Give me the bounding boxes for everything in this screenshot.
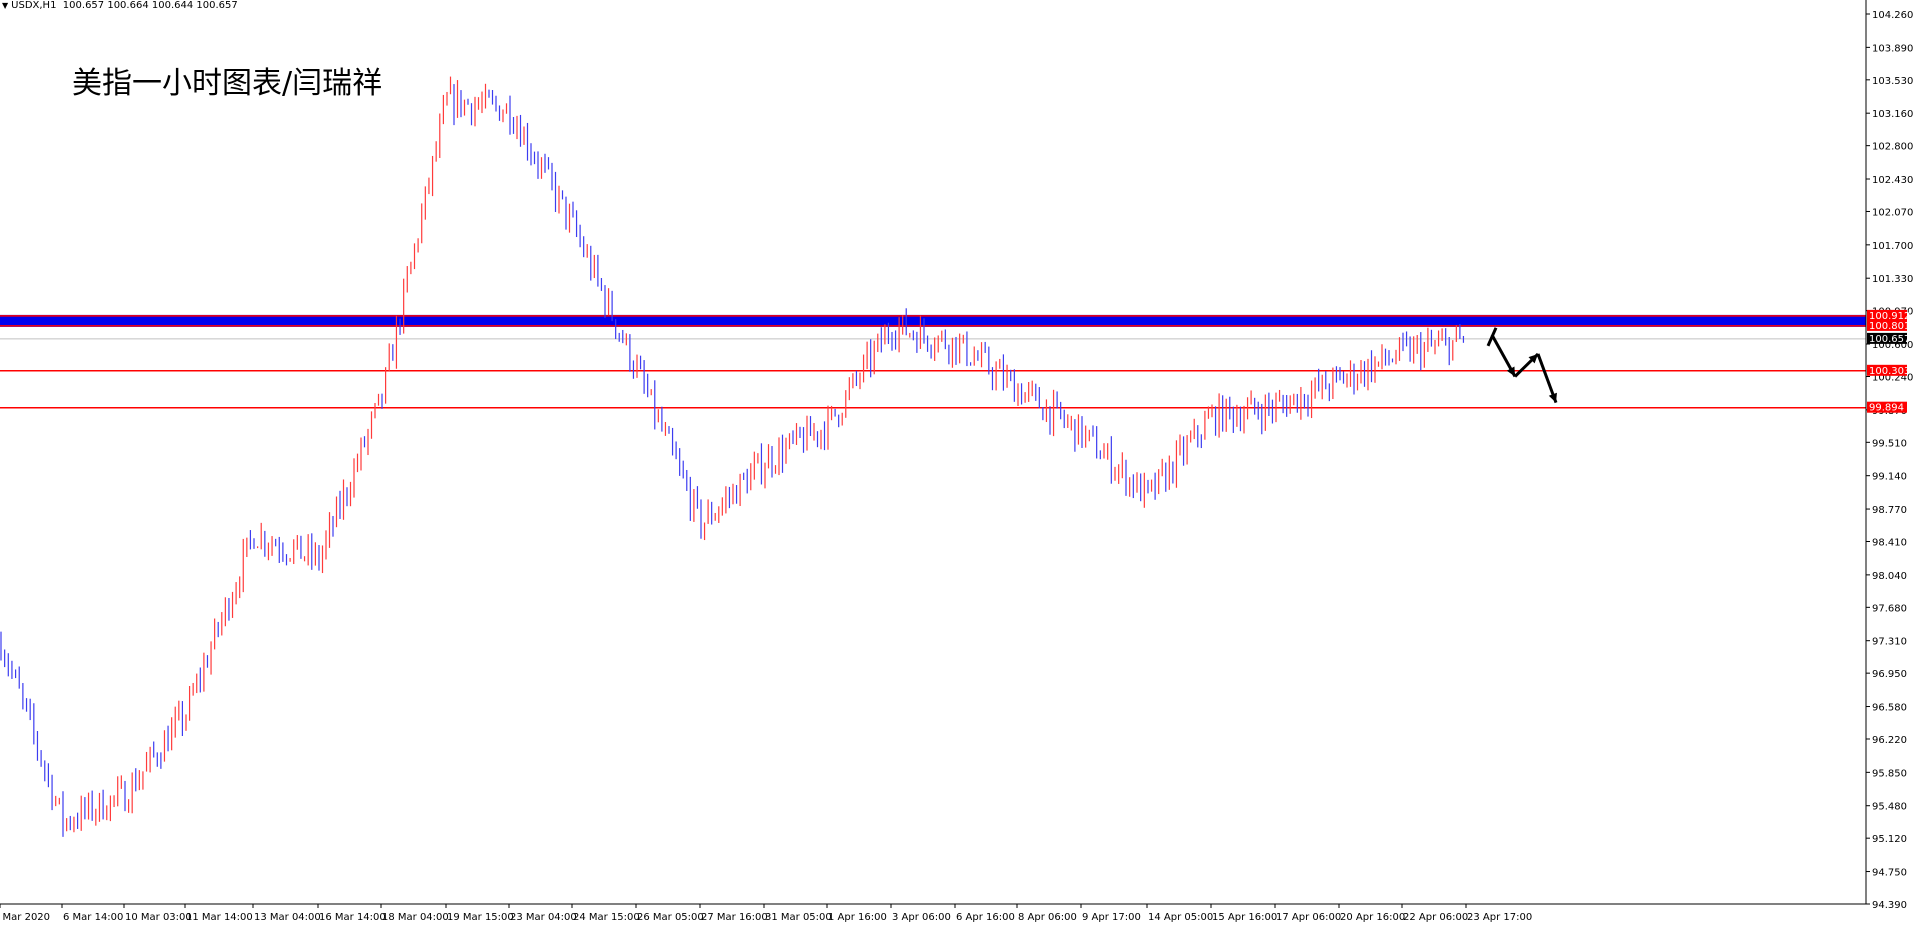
x-tick-label: 19 Mar 15:00 bbox=[447, 912, 514, 923]
y-tick-label: 101.330 bbox=[1872, 274, 1913, 285]
level-price-label: 100.303 bbox=[1869, 366, 1910, 377]
chart-title: 美指一小时图表/闫瑞祥 bbox=[72, 66, 383, 101]
x-tick-label: 8 Apr 06:00 bbox=[1018, 912, 1077, 923]
current-price-label: 100.657 bbox=[1869, 334, 1910, 345]
y-tick-label: 100.600 bbox=[1872, 340, 1913, 351]
y-tick-label: 94.390 bbox=[1872, 900, 1907, 911]
projection-arrow-up bbox=[1486, 327, 1498, 347]
x-tick-label: 15 Apr 16:00 bbox=[1212, 912, 1277, 923]
x-tick-label: 17 Apr 06:00 bbox=[1276, 912, 1341, 923]
level-price-tag bbox=[1867, 309, 1907, 321]
y-tick-label: 104.260 bbox=[1872, 10, 1913, 21]
x-tick-label: 18 Mar 04:00 bbox=[382, 912, 449, 923]
y-tick-label: 102.800 bbox=[1872, 142, 1913, 153]
x-tick-label: 6 Apr 16:00 bbox=[956, 912, 1015, 923]
x-tick-label: 11 Mar 14:00 bbox=[186, 912, 253, 923]
y-tick-label: 101.700 bbox=[1872, 241, 1913, 252]
level-price-tag bbox=[1867, 319, 1907, 331]
y-tick-label: 96.580 bbox=[1872, 703, 1907, 714]
resistance-zone bbox=[0, 314, 1866, 327]
x-tick-label: 6 Mar 14:00 bbox=[63, 912, 123, 923]
x-tick-label: 13 Mar 04:00 bbox=[254, 912, 321, 923]
x-tick-label: 27 Mar 16:00 bbox=[701, 912, 768, 923]
y-tick-label: 99.510 bbox=[1872, 438, 1907, 449]
y-tick-label: 95.120 bbox=[1872, 834, 1907, 845]
y-tick-label: 103.530 bbox=[1872, 76, 1913, 87]
x-tick-label: 26 Mar 05:00 bbox=[637, 912, 704, 923]
y-tick-label: 98.770 bbox=[1872, 505, 1907, 516]
x-tick-label: 20 Apr 16:00 bbox=[1340, 912, 1405, 923]
x-tick-label: 9 Apr 17:00 bbox=[1082, 912, 1141, 923]
chart-header: ▼ USDX,H1 100.657 100.664 100.644 100.657 bbox=[2, 0, 238, 11]
y-tick-label: 95.480 bbox=[1872, 802, 1907, 813]
y-tick-label: 100.240 bbox=[1872, 372, 1913, 383]
arrow-head bbox=[1528, 353, 1538, 364]
x-tick-label: 16 Mar 14:00 bbox=[319, 912, 386, 923]
y-tick-label: 96.950 bbox=[1872, 669, 1907, 680]
y-tick-label: 94.750 bbox=[1872, 868, 1907, 879]
arrow-head bbox=[1506, 366, 1515, 377]
dropdown-triangle-icon[interactable]: ▼ bbox=[2, 1, 9, 10]
y-tick-label: 97.680 bbox=[1872, 603, 1907, 614]
y-tick-label: 98.410 bbox=[1872, 538, 1907, 549]
level-price-label: 100.801 bbox=[1869, 321, 1910, 332]
x-tick-label: 22 Apr 06:00 bbox=[1403, 912, 1468, 923]
x-tick-label: 24 Mar 15:00 bbox=[573, 912, 640, 923]
arrow-head bbox=[1548, 392, 1557, 403]
price-series bbox=[0, 76, 1465, 837]
y-tick-label: 95.850 bbox=[1872, 768, 1907, 779]
x-tick-label: 1 Apr 16:00 bbox=[828, 912, 887, 923]
y-tick-label: 103.890 bbox=[1872, 43, 1913, 54]
ohlc-values: 100.657 100.664 100.644 100.657 bbox=[62, 0, 238, 11]
x-tick-label: 31 Mar 05:00 bbox=[765, 912, 832, 923]
resistance-zone-band bbox=[0, 314, 1866, 327]
x-tick-label: 14 Apr 05:00 bbox=[1148, 912, 1213, 923]
current-price-tag bbox=[1867, 332, 1907, 344]
level-price-label: 100.912 bbox=[1869, 311, 1910, 322]
y-tick-label: 96.220 bbox=[1872, 735, 1907, 746]
y-tick-label: 98.040 bbox=[1872, 571, 1907, 582]
x-tick-label: 23 Apr 17:00 bbox=[1467, 912, 1532, 923]
y-tick-label: 97.310 bbox=[1872, 637, 1907, 648]
x-tick-label: 23 Mar 04:00 bbox=[510, 912, 577, 923]
projection-arrows bbox=[1486, 327, 1558, 404]
x-tick-label: 10 Mar 03:00 bbox=[125, 912, 192, 923]
level-price-tag bbox=[1867, 401, 1907, 413]
y-tick-label: 102.070 bbox=[1872, 207, 1913, 218]
x-tick-label: 5 Mar 2020 bbox=[0, 912, 50, 923]
y-tick-label: 103.160 bbox=[1872, 109, 1913, 120]
y-tick-label: 102.430 bbox=[1872, 175, 1913, 186]
level-price-label: 99.894 bbox=[1869, 403, 1904, 414]
x-tick-label: 3 Apr 06:00 bbox=[892, 912, 951, 923]
support-levels bbox=[0, 338, 1866, 409]
symbol-label: USDX,H1 bbox=[11, 0, 57, 11]
level-price-tag bbox=[1867, 364, 1907, 376]
y-tick-label: 99.140 bbox=[1872, 472, 1907, 483]
